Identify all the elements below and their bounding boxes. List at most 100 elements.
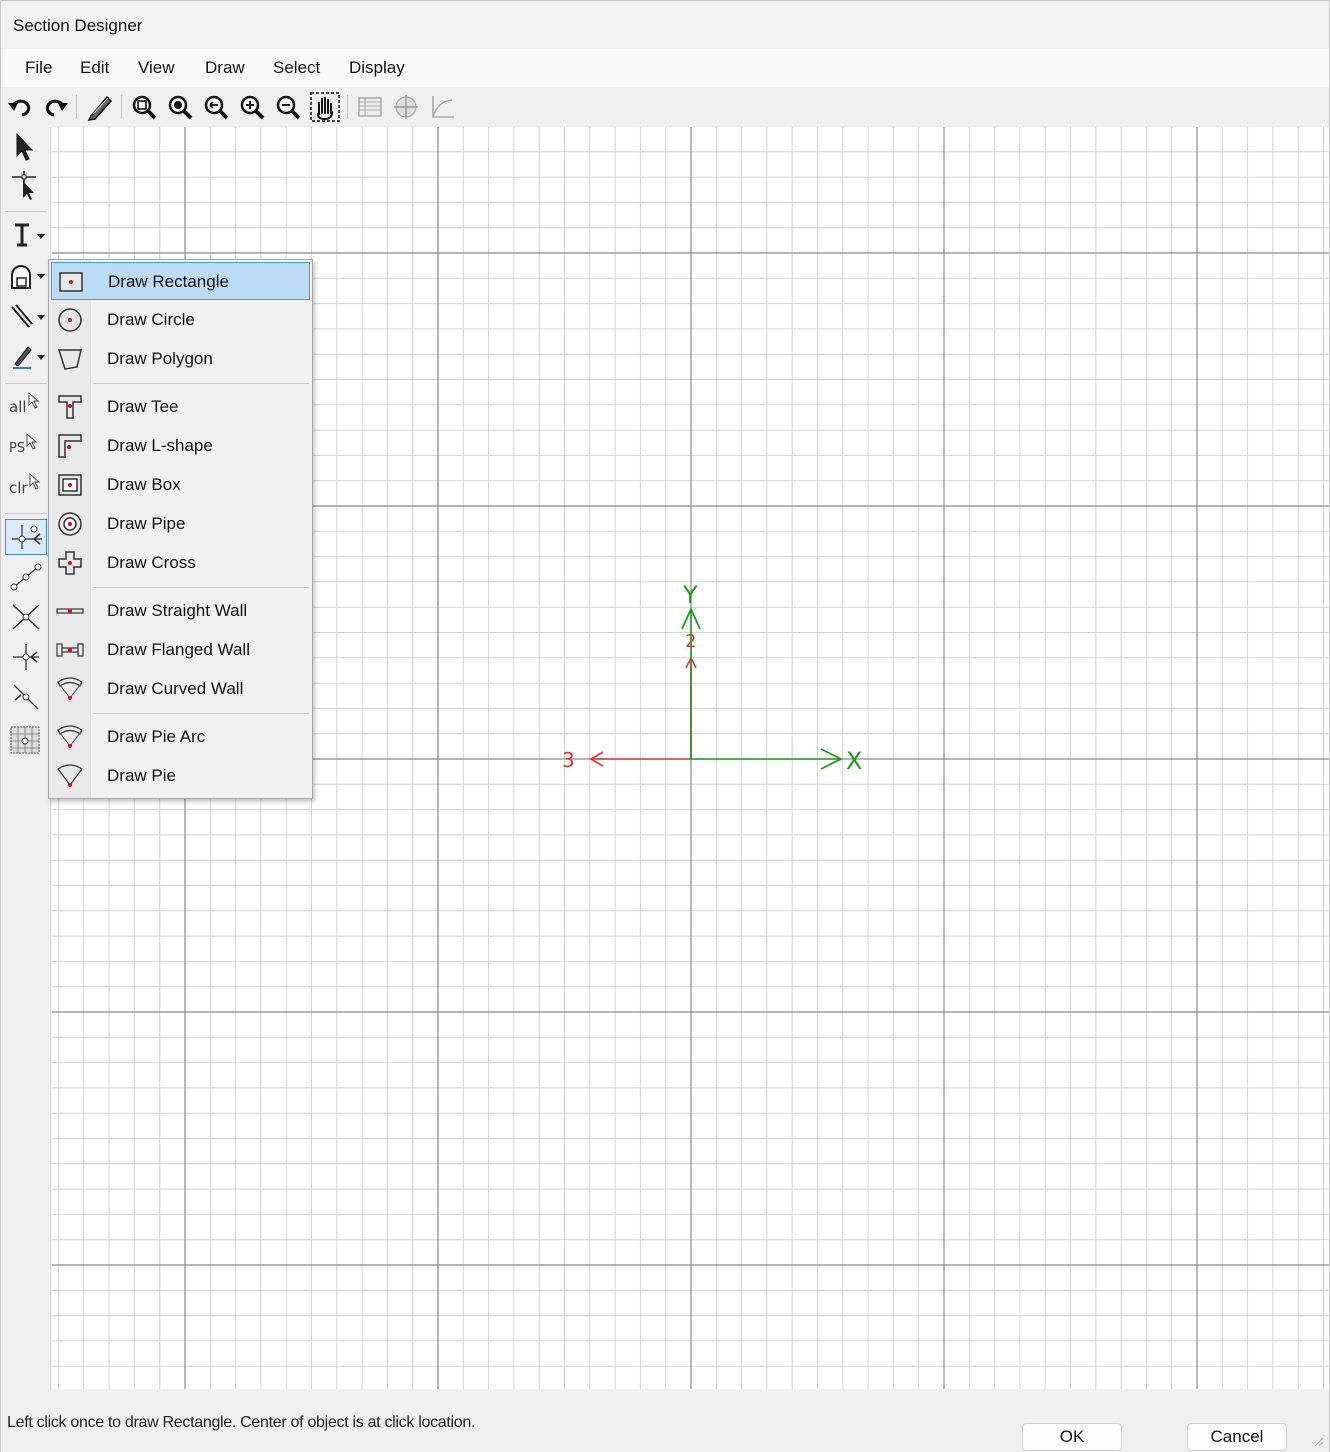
l-shape-icon bbox=[56, 432, 84, 460]
menu-item-label: Draw Straight Wall bbox=[107, 601, 248, 620]
curve-icon bbox=[432, 96, 454, 118]
title-bar: Section Designer bbox=[1, 1, 1329, 49]
menu-edit[interactable]: Edit bbox=[80, 58, 110, 77]
select-all-label: all bbox=[9, 398, 27, 416]
draw-reference-button[interactable] bbox=[5, 339, 47, 375]
menu-item-draw-tee[interactable]: Draw Tee bbox=[51, 388, 310, 426]
snap-points-button[interactable] bbox=[5, 519, 47, 555]
zoom-window-icon bbox=[132, 95, 157, 120]
snap-lines-icon bbox=[13, 684, 39, 710]
menu-item-draw-curved-wall[interactable]: Draw Curved Wall bbox=[51, 670, 310, 708]
menu-item-label: Draw Pipe bbox=[107, 514, 186, 533]
redo-icon bbox=[45, 99, 68, 117]
status-bar: Left click once to draw Rectangle. Cente… bbox=[1, 1390, 1329, 1452]
zoom-window-button[interactable] bbox=[128, 91, 160, 123]
left-toolbar: all PS clr bbox=[1, 127, 51, 1391]
zoom-out-button[interactable] bbox=[272, 91, 304, 123]
table-button[interactable] bbox=[354, 91, 386, 123]
pie-arc-icon bbox=[56, 723, 84, 751]
draw-text-button[interactable] bbox=[5, 217, 47, 253]
menu-item-draw-straight-wall[interactable]: Draw Straight Wall bbox=[51, 592, 310, 630]
previous-selection-button[interactable]: PS bbox=[5, 430, 47, 466]
cross-icon bbox=[56, 549, 84, 577]
cancel-button[interactable]: Cancel bbox=[1187, 1423, 1287, 1451]
intersections-icon bbox=[12, 604, 40, 630]
tee-icon bbox=[56, 393, 84, 421]
menu-item-label: Draw Pie bbox=[107, 766, 176, 785]
snap-intersections-button[interactable] bbox=[5, 599, 47, 635]
zoom-previous-button[interactable] bbox=[200, 91, 232, 123]
menu-bar: File Edit View Draw Select Display bbox=[1, 49, 1329, 87]
pipe-icon bbox=[56, 510, 84, 538]
zoom-fit-icon bbox=[168, 95, 193, 120]
top-toolbar bbox=[1, 87, 1329, 127]
menu-file[interactable]: File bbox=[25, 58, 53, 77]
left-toolbar-separator bbox=[5, 383, 47, 384]
curve-button[interactable] bbox=[426, 91, 458, 123]
axis-3-label: 3 bbox=[562, 748, 575, 772]
menu-item-draw-box[interactable]: Draw Box bbox=[51, 466, 310, 504]
menu-item-label: Draw Box bbox=[107, 475, 181, 494]
toolbar-separator bbox=[76, 95, 77, 119]
reference-line-icon bbox=[13, 346, 45, 369]
menu-view[interactable]: View bbox=[138, 58, 175, 77]
menu-item-draw-flanged-wall[interactable]: Draw Flanged Wall bbox=[51, 631, 310, 669]
draw-rebar-line-button[interactable] bbox=[5, 299, 47, 335]
menu-item-label: Draw Flanged Wall bbox=[107, 640, 250, 659]
dropdown-separator bbox=[93, 587, 309, 588]
pan-button[interactable] bbox=[309, 91, 341, 123]
menu-item-label: Draw Pie Arc bbox=[107, 727, 206, 746]
draw-pencil-button[interactable] bbox=[84, 91, 116, 123]
x-axis-label: X bbox=[846, 747, 862, 775]
x-axis-arrow bbox=[820, 748, 844, 770]
menu-display[interactable]: Display bbox=[349, 58, 405, 77]
straight-wall-icon bbox=[56, 597, 84, 625]
menu-item-label: Draw Curved Wall bbox=[107, 679, 244, 698]
menu-select[interactable]: Select bbox=[273, 58, 321, 77]
menu-item-draw-l-shape[interactable]: Draw L-shape bbox=[51, 427, 310, 465]
snap-perpendicular-button[interactable] bbox=[5, 639, 47, 675]
menu-item-draw-rectangle[interactable]: Draw Rectangle bbox=[51, 262, 310, 300]
table-icon bbox=[358, 97, 382, 117]
draw-shapes-button[interactable] bbox=[5, 258, 47, 294]
menu-item-draw-polygon[interactable]: Draw Polygon bbox=[51, 340, 310, 378]
menu-item-draw-cross[interactable]: Draw Cross bbox=[51, 544, 310, 582]
y-axis-arrow bbox=[681, 606, 701, 630]
menu-item-draw-pie-arc[interactable]: Draw Pie Arc bbox=[51, 718, 310, 756]
select-all-button[interactable]: all bbox=[5, 389, 47, 425]
reshape-pointer-button[interactable] bbox=[5, 167, 47, 203]
target-icon bbox=[394, 95, 418, 119]
undo-button[interactable] bbox=[4, 91, 36, 123]
arrow-cursor-icon bbox=[28, 392, 39, 409]
menu-draw[interactable]: Draw bbox=[205, 58, 245, 77]
menu-item-label: Draw L-shape bbox=[107, 436, 213, 455]
snap-line-ends-button[interactable] bbox=[5, 559, 47, 595]
clear-selection-button[interactable]: clr bbox=[5, 470, 47, 506]
menu-item-draw-circle[interactable]: Draw Circle bbox=[51, 301, 310, 339]
menu-item-label: Draw Circle bbox=[107, 310, 195, 329]
rebar-line-icon bbox=[11, 304, 45, 328]
left-toolbar-separator bbox=[5, 211, 47, 212]
shapes-icon bbox=[11, 265, 45, 289]
clear-selection-label: clr bbox=[9, 479, 28, 497]
snap-points-icon bbox=[12, 525, 42, 549]
menu-item-draw-pie[interactable]: Draw Pie bbox=[51, 757, 310, 795]
menu-item-draw-pipe[interactable]: Draw Pipe bbox=[51, 505, 310, 543]
arrow-cursor-icon bbox=[29, 473, 40, 490]
grid-snap-icon bbox=[10, 726, 40, 754]
ok-button[interactable]: OK bbox=[1022, 1423, 1122, 1451]
zoom-in-button[interactable] bbox=[236, 91, 268, 123]
pointer-button[interactable] bbox=[5, 129, 47, 165]
snap-lines-button[interactable] bbox=[5, 679, 47, 715]
flanged-wall-icon bbox=[56, 636, 84, 664]
pointer-icon bbox=[16, 132, 34, 161]
zoom-out-icon bbox=[276, 95, 301, 120]
snap-grid-button[interactable] bbox=[5, 721, 47, 757]
target-button[interactable] bbox=[390, 91, 422, 123]
circle-icon bbox=[56, 306, 84, 334]
zoom-fit-button[interactable] bbox=[164, 91, 196, 123]
redo-button[interactable] bbox=[40, 91, 72, 123]
pencil-icon bbox=[87, 95, 113, 121]
previous-selection-label: PS bbox=[9, 440, 26, 456]
status-message: Left click once to draw Rectangle. Cente… bbox=[7, 1414, 476, 1431]
